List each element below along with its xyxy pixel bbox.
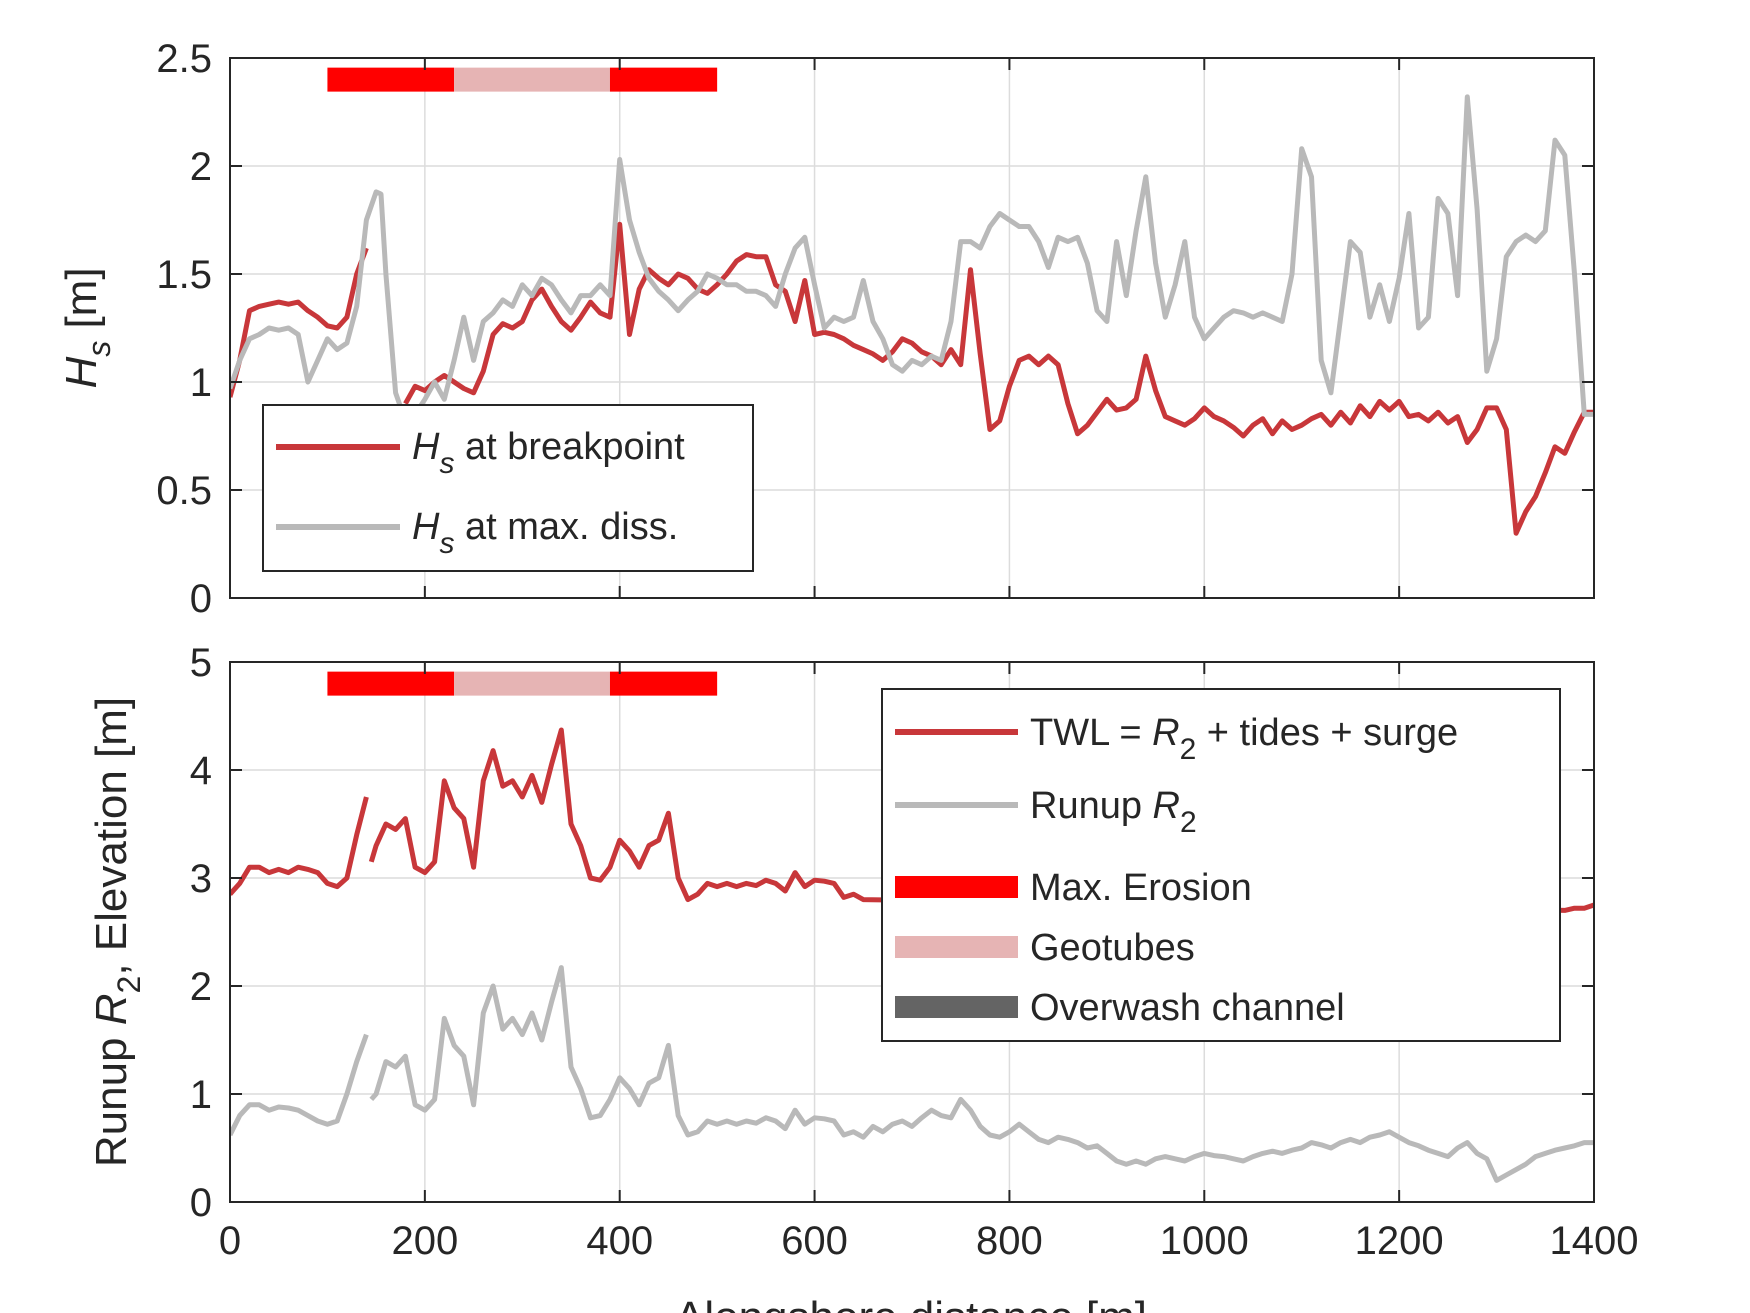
legend-entry: Max. Erosion (1030, 867, 1252, 909)
series-line-gray (230, 965, 1594, 1183)
x-tick-label: 200 (391, 1219, 458, 1263)
axes-frame (229, 661, 1595, 1203)
legend-entry: Hs at max. diss. (412, 506, 678, 560)
legend-box (881, 688, 1561, 1042)
y-tick-label: 3 (190, 857, 212, 901)
series-line-gray (230, 94, 1594, 424)
y-axis-label: Runup R2, Elevation [m] (87, 697, 147, 1167)
x-tick-label: 1000 (1160, 1219, 1249, 1263)
x-tick-label: 1200 (1355, 1219, 1444, 1263)
y-tick-label: 2 (190, 145, 212, 189)
y-tick-label: 1 (190, 1073, 212, 1117)
series-line-red (230, 727, 1594, 913)
x-tick-label: 800 (976, 1219, 1043, 1263)
x-tick-label: 1400 (1550, 1219, 1639, 1263)
legend-entry: Runup R2 (1030, 785, 1197, 839)
legend-top: Hs at breakpoint Hs at max. diss. (262, 404, 754, 572)
legend-entry: Geotubes (1030, 927, 1195, 969)
x-tick-label: 0 (219, 1219, 241, 1263)
legend-bottom: TWL = R2 + tides + surge Runup R2 Max. Ero… (881, 688, 1561, 1042)
series-line-red (230, 221, 1594, 536)
x-tick-label: 400 (586, 1219, 653, 1263)
axes-frame (229, 57, 1595, 599)
y-tick-label: 5 (190, 641, 212, 685)
y-tick-label: 1.5 (156, 253, 212, 297)
legend-box (262, 404, 754, 572)
y-tick-label: 0.5 (156, 469, 212, 513)
y-tick-label: 4 (190, 749, 212, 793)
y-tick-label: 2.5 (156, 37, 212, 81)
y-tick-label: 0 (190, 577, 212, 621)
y-axis-label: Hs [m] (57, 267, 117, 388)
y-tick-label: 2 (190, 965, 212, 1009)
legend-entry: Hs at breakpoint (412, 426, 685, 480)
bottom-panel: 0 200 400 600 800 1000 1200 1400 0 1 2 3 4 5 Runup R2,… (87, 641, 1638, 1263)
x-tick-label: 600 (781, 1219, 848, 1263)
y-tick-label: 1 (190, 361, 212, 405)
legend-entry: Overwash channel (1030, 987, 1345, 1029)
legend-entry: TWL = R2 + tides + surge (1030, 712, 1458, 766)
x-axis-label: Alongshore distance [m] (675, 1293, 1147, 1313)
y-tick-label: 0 (190, 1181, 212, 1225)
